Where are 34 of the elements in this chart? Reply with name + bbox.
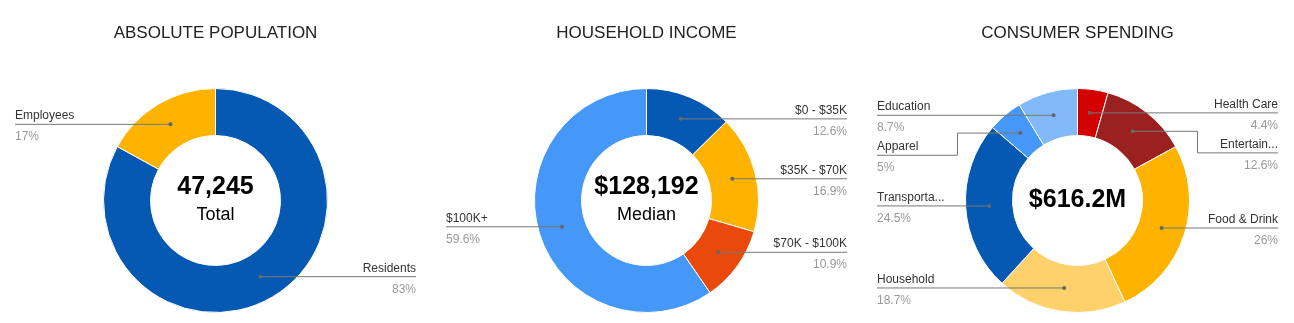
data-label: 59.6% — [446, 231, 481, 246]
data-label: 24.5% — [877, 210, 912, 225]
text: Median — [616, 204, 677, 225]
data-label: 18.7% — [877, 292, 912, 307]
data-label: 83% — [391, 281, 417, 296]
slice-label: $70K - $100K — [773, 236, 847, 251]
slice-label: Food & Drink — [1207, 212, 1279, 226]
data-label: 17% — [15, 129, 40, 144]
slice-label: Transporta... — [877, 189, 945, 204]
slice-label: $0 - $35K — [794, 102, 847, 117]
text: Total — [196, 204, 235, 225]
chart-title: CONSUMER SPENDING — [981, 23, 1174, 42]
slice-label: Entertain... — [1219, 136, 1278, 151]
slice-label: Household — [877, 271, 935, 286]
chart-title: HOUSEHOLD INCOME — [556, 23, 737, 42]
data-label: 8.7% — [877, 120, 905, 135]
data-label: 16.9% — [812, 183, 848, 198]
data-label: 12.6% — [812, 123, 848, 138]
data-label: 26% — [1253, 233, 1279, 247]
text: 47,245 — [177, 171, 254, 200]
slice-label: Health Care — [1213, 96, 1279, 111]
slice-label: Education — [877, 99, 931, 114]
slice-label: Residents — [362, 260, 416, 275]
chart-title: ABSOLUTE POPULATION — [113, 23, 318, 42]
data-label: 10.9% — [812, 257, 848, 272]
data-label: 5% — [877, 160, 895, 175]
slice-label: Apparel — [877, 139, 919, 154]
text: $128,192 — [594, 171, 699, 200]
slice-label: $100K+ — [446, 210, 488, 225]
data-label: 12.6% — [1243, 157, 1279, 172]
data-label: 4.4% — [1250, 117, 1279, 132]
text: $616.2M — [1028, 184, 1127, 213]
slice-label: Employees — [15, 108, 75, 123]
slice-label: $35K - $70K — [780, 162, 847, 177]
